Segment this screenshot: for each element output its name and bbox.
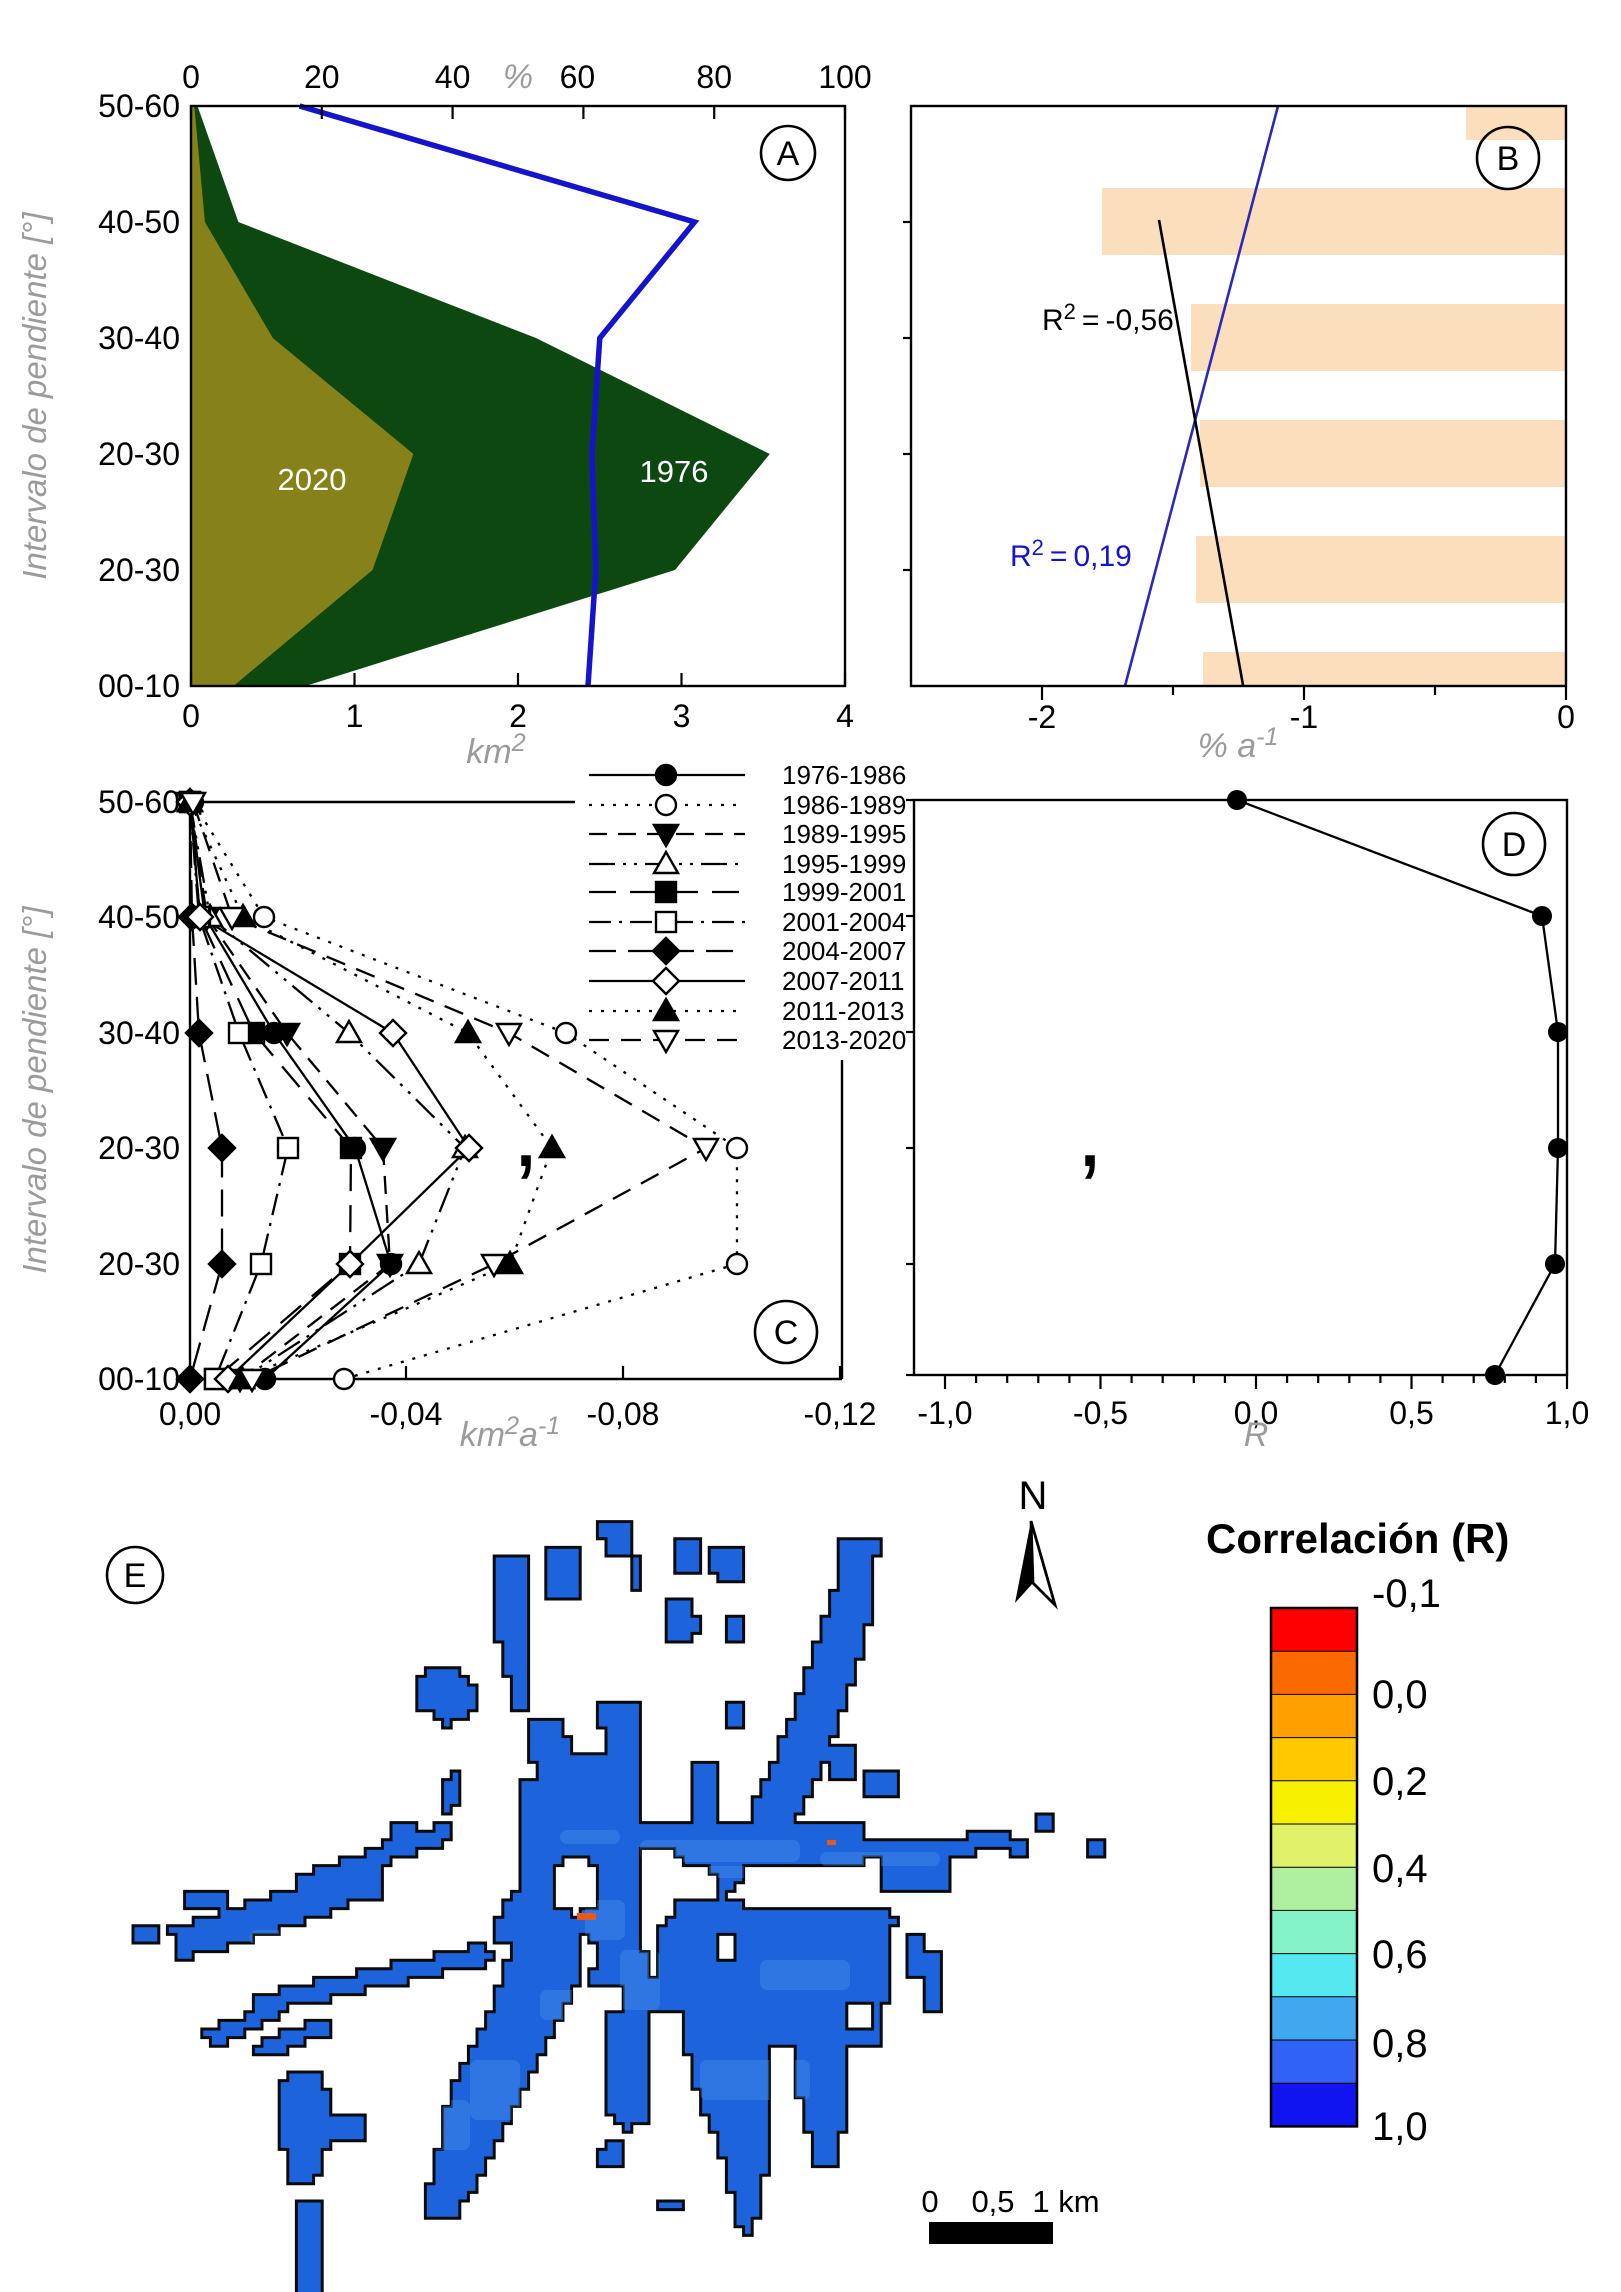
svg-text:Intervalo de pendiente [°]: Intervalo de pendiente [°] [16,212,53,580]
svg-text:1976: 1976 [640,454,709,489]
svg-text:40-50: 40-50 [98,204,180,240]
svg-text:1989-1995: 1989-1995 [782,819,906,849]
svg-text:0,0: 0,0 [1234,1395,1278,1431]
svg-text:00-10: 00-10 [98,668,180,704]
svg-text:-0,1: -0,1 [1372,1572,1441,1616]
svg-text:1: 1 [346,698,364,734]
svg-text:0,8: 0,8 [1372,2022,1428,2066]
svg-text:1 km: 1 km [1032,2184,1099,2219]
svg-text:Intervalo de pendiente [°]: Intervalo de pendiente [°] [16,906,53,1274]
svg-text:30-40: 30-40 [98,320,180,356]
svg-text:30-40: 30-40 [98,1015,180,1051]
svg-text:0: 0 [1557,699,1575,735]
svg-text:20-30: 20-30 [98,1246,180,1282]
svg-text:0: 0 [182,59,200,95]
svg-text:100: 100 [818,59,871,95]
svg-text:D: D [1502,826,1527,864]
svg-text:2: 2 [509,698,527,734]
svg-text:2001-2004: 2001-2004 [782,907,906,937]
svg-text:1976-1986: 1976-1986 [782,760,906,790]
svg-text:1986-1989: 1986-1989 [782,790,906,820]
svg-text:0,5: 0,5 [971,2184,1014,2219]
svg-text:40: 40 [435,59,471,95]
svg-text:Correlación (R): Correlación (R) [1206,1515,1509,1562]
svg-text:20-30: 20-30 [98,552,180,588]
svg-text:00-10: 00-10 [98,1361,180,1397]
svg-text:40-50: 40-50 [98,899,180,935]
svg-text:2020: 2020 [278,462,347,497]
svg-text:R2 = -0,56: R2 = -0,56 [1042,299,1174,337]
svg-text:2007-2011: 2007-2011 [782,966,904,996]
svg-text:1999-2001: 1999-2001 [782,877,906,907]
svg-text:0: 0 [921,2184,938,2219]
svg-text:C: C [774,1314,799,1352]
svg-text:R2 = 0,19: R2 = 0,19 [1010,535,1132,573]
svg-text:1995-1999: 1995-1999 [782,849,906,879]
svg-text:20-30: 20-30 [98,436,180,472]
svg-text:,: , [1076,1076,1104,1188]
svg-text:50-60: 50-60 [98,784,180,820]
svg-text:1,0: 1,0 [1545,1395,1589,1431]
svg-text:A: A [777,135,800,173]
svg-text:R: R [1244,1416,1269,1454]
svg-text:0,00: 0,00 [159,1396,221,1432]
svg-text:0,2: 0,2 [1372,1760,1428,1804]
svg-text:20-30: 20-30 [98,1130,180,1166]
svg-text:2013-2020: 2013-2020 [782,1025,906,1055]
svg-text:1,0: 1,0 [1372,2105,1428,2149]
svg-text:-0,5: -0,5 [1073,1395,1128,1431]
svg-text:2011-2013: 2011-2013 [782,996,904,1026]
svg-text:-0,08: -0,08 [587,1396,660,1432]
svg-text:-1,0: -1,0 [917,1395,972,1431]
svg-text:,: , [512,1076,540,1188]
svg-text:60: 60 [560,59,596,95]
svg-text:50-60: 50-60 [98,88,180,124]
svg-text:-0,04: -0,04 [370,1396,443,1432]
svg-text:-1: -1 [1290,699,1318,735]
svg-text:3: 3 [673,698,691,734]
svg-text:E: E [124,1557,147,1595]
svg-text:80: 80 [696,59,732,95]
svg-text:0,4: 0,4 [1372,1847,1428,1891]
svg-text:0,0: 0,0 [1372,1673,1428,1717]
svg-text:N: N [1019,1474,1048,1518]
svg-text:0: 0 [182,698,200,734]
svg-text:B: B [1497,140,1520,178]
svg-text:4: 4 [836,698,854,734]
svg-text:%: % [503,58,533,96]
svg-text:-0,12: -0,12 [804,1396,877,1432]
svg-text:20: 20 [304,59,340,95]
svg-text:2004-2007: 2004-2007 [782,936,906,966]
svg-text:-2: -2 [1028,699,1056,735]
svg-text:0,5: 0,5 [1389,1395,1433,1431]
svg-text:0,6: 0,6 [1372,1933,1428,1977]
